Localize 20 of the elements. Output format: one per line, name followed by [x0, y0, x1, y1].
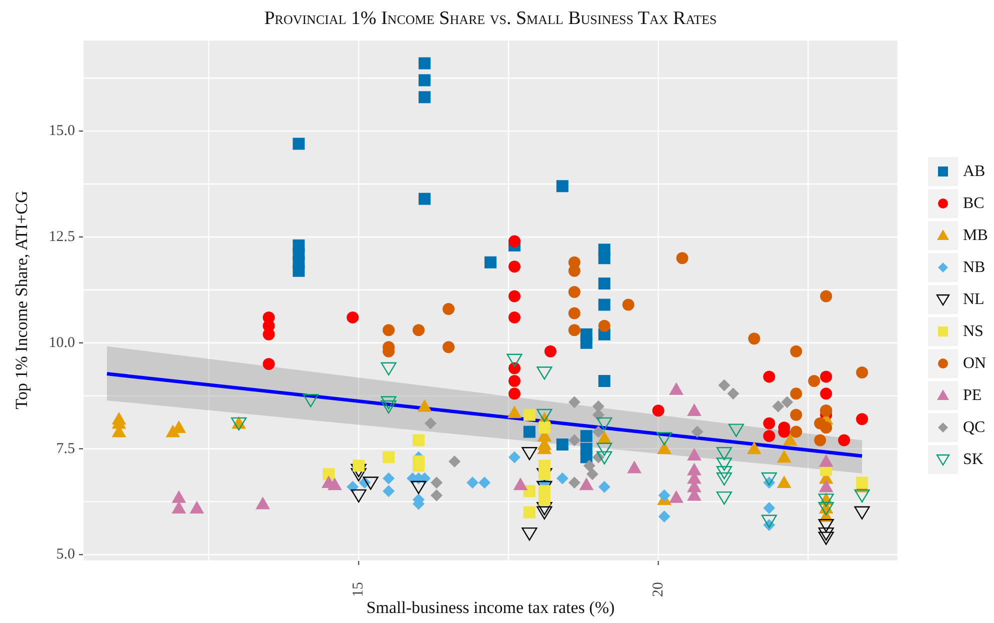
x-tick-label: 15	[350, 582, 367, 597]
legend-label: SK	[963, 450, 984, 468]
y-axis-title: Top 1% Income Share, ATI+CG	[12, 190, 32, 410]
y-tick-label: 5.0	[56, 546, 75, 563]
legend-label: QC	[963, 418, 986, 436]
legend-label: NS	[963, 322, 984, 340]
y-tick-label: 15.0	[48, 123, 75, 140]
legend-label: AB	[963, 162, 986, 180]
y-tick-label: 10.0	[48, 334, 75, 351]
legend-label: PE	[963, 386, 982, 404]
x-tick-label: 20	[650, 582, 666, 597]
legend-label: ON	[963, 354, 986, 372]
legend-label: NL	[963, 290, 984, 308]
legend-label: BC	[963, 194, 984, 212]
legend-label: MB	[963, 226, 988, 244]
chart-title: Provincial 1% Income Share vs. Small Business Tax Rates	[263, 8, 718, 30]
y-tick-label: 7.5	[56, 440, 75, 457]
x-axis-title: Small-business income tax rates (%)	[365, 598, 616, 618]
y-tick-label: 12.5	[48, 228, 75, 245]
legend-label: NB	[963, 258, 986, 276]
